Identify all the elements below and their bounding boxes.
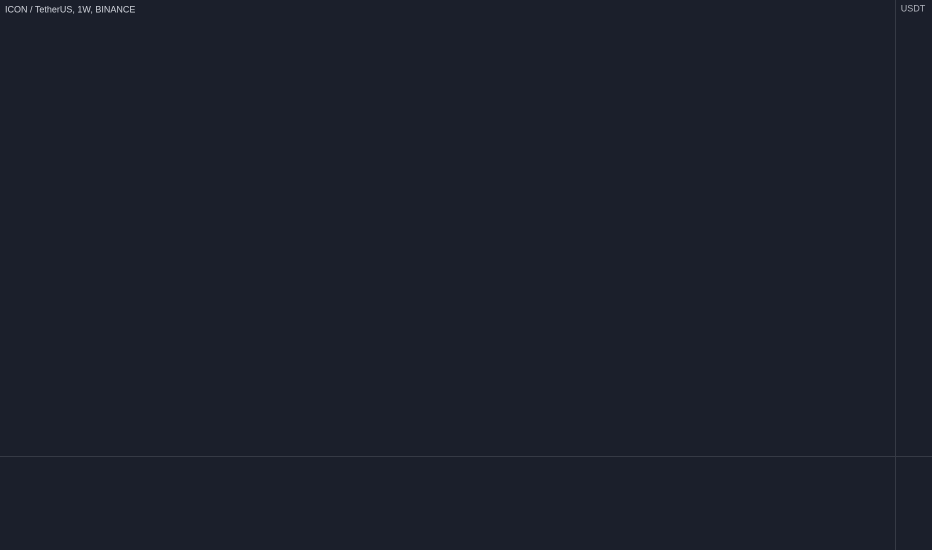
chart-title: ICON / TetherUS, 1W, BINANCE xyxy=(5,4,135,14)
currency: USDT xyxy=(901,3,926,13)
